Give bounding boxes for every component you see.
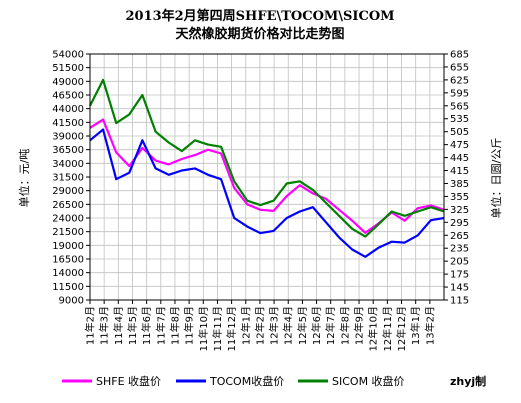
right-tick-label: 655 <box>450 62 469 73</box>
legend: SHFE 收盘价 TOCOM收盘价 SICOM 收盘价 zhyj制 <box>62 374 486 388</box>
right-tick-label: 145 <box>450 283 469 294</box>
right-tick-label: 235 <box>450 244 469 255</box>
y-axis-right-title: 单位：日圆/公斤 <box>489 138 503 219</box>
right-tick-label: 505 <box>450 127 469 138</box>
x-tick-label: 12年3月 <box>268 306 281 345</box>
left-tick-label: 29000 <box>52 186 84 197</box>
x-tick-label: 11年11月 <box>211 306 224 351</box>
left-tick-label: 14000 <box>52 268 84 279</box>
right-tick-label: 535 <box>450 114 469 125</box>
watermark: zhyj制 <box>450 374 486 388</box>
x-tick-label: 11年10月 <box>197 306 210 351</box>
x-tick-label: 11年8月 <box>168 306 181 345</box>
right-tick-label: 175 <box>450 270 469 281</box>
x-tick-label: 12年4月 <box>282 306 295 345</box>
series-line-sicom <box>89 78 445 238</box>
x-tick-label: 11年7月 <box>154 306 167 345</box>
left-tick-label: 11500 <box>52 282 84 293</box>
series-line-tocom <box>89 128 445 258</box>
x-tick-label: 12年12月 <box>395 306 408 351</box>
x-tick-label: 12年1月 <box>239 306 252 345</box>
legend-label-tocom: TOCOM收盘价 <box>209 374 284 388</box>
right-tick-label: 565 <box>450 101 469 112</box>
left-tick-label: 36500 <box>52 145 84 156</box>
left-tick-label: 21500 <box>52 227 84 238</box>
x-tick-label: 12年11月 <box>381 306 394 351</box>
right-tick-label: 205 <box>450 257 469 268</box>
right-tick-label: 325 <box>450 205 469 216</box>
x-tick-label: 12年5月 <box>296 306 309 345</box>
left-tick-label: 34000 <box>52 159 84 170</box>
chart-title-line2: 天然橡胶期货价格对比走势图 <box>175 26 344 42</box>
x-tick-label: 12年8月 <box>338 306 351 345</box>
x-tick-label: 12年2月 <box>253 306 266 345</box>
series-lines <box>89 78 445 258</box>
x-tick-label: 13年2月 <box>423 306 436 345</box>
x-tick-label: 12年10月 <box>367 306 380 351</box>
right-tick-label: 595 <box>450 88 469 99</box>
legend-label-shfe: SHFE 收盘价 <box>96 374 161 388</box>
right-tick-label: 355 <box>450 192 469 203</box>
x-tick-label: 11年12月 <box>225 306 238 351</box>
right-tick-label: 445 <box>450 153 469 164</box>
right-tick-label: 685 <box>450 50 469 61</box>
left-tick-label: 26500 <box>52 200 84 211</box>
legend-label-sicom: SICOM 收盘价 <box>332 374 405 388</box>
left-tick-label: 9000 <box>59 296 84 307</box>
right-tick-label: 415 <box>450 166 469 177</box>
left-tick-label: 46500 <box>52 91 84 102</box>
right-tick-label: 115 <box>450 296 469 307</box>
x-tick-label: 11年2月 <box>84 306 97 345</box>
y-axis-left-title: 单位：元/吨 <box>17 149 31 208</box>
x-tick-label: 11年3月 <box>98 306 111 345</box>
x-axis-ticks: 11年2月 11年3月 11年4月 11年5月 11年6月 11年7月 11年8月 11年9月… <box>84 300 436 351</box>
right-axis-ticks: 115 145 175 205 235 265 295 325 355 385 415 445 475 5… <box>444 50 469 307</box>
left-tick-label: 31500 <box>52 173 84 184</box>
x-tick-label: 13年1月 <box>409 306 422 345</box>
x-tick-label: 11年6月 <box>140 306 153 345</box>
left-tick-label: 44000 <box>52 104 84 115</box>
right-tick-label: 265 <box>450 231 469 242</box>
x-tick-label: 11年5月 <box>126 306 139 345</box>
x-tick-label: 12年6月 <box>310 306 323 345</box>
left-tick-label: 49000 <box>52 77 84 88</box>
plot-area-frame <box>89 53 445 301</box>
left-axis-ticks: 9000 11500 14000 16500 19000 21500 24000 26500 2… <box>52 50 90 307</box>
left-tick-label: 19000 <box>52 241 84 252</box>
x-tick-label: 12年9月 <box>353 306 366 345</box>
left-tick-label: 24000 <box>52 214 84 225</box>
x-tick-label: 11年4月 <box>112 306 125 345</box>
right-tick-label: 625 <box>450 75 469 86</box>
left-tick-label: 41500 <box>52 118 84 129</box>
left-tick-label: 54000 <box>52 50 84 61</box>
x-tick-label: 12年7月 <box>324 306 337 345</box>
chart-title-line1: 2013年2月第四周SHFE\TOCOM\SICOM <box>125 8 394 24</box>
right-tick-label: 475 <box>450 140 469 151</box>
left-tick-label: 16500 <box>52 255 84 266</box>
left-tick-label: 51500 <box>52 63 84 74</box>
right-tick-label: 295 <box>450 218 469 229</box>
left-tick-label: 39000 <box>52 132 84 143</box>
right-tick-label: 385 <box>450 179 469 190</box>
x-tick-label: 11年9月 <box>183 306 196 345</box>
